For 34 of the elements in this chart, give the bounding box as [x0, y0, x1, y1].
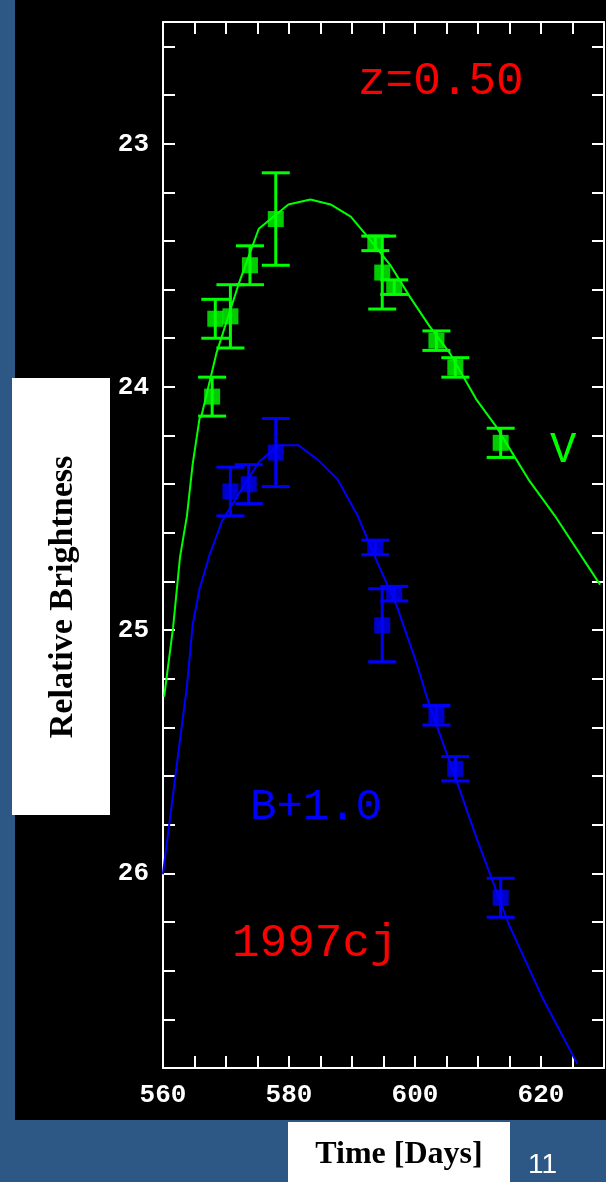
point	[267, 211, 284, 228]
point	[367, 235, 384, 252]
point	[428, 332, 445, 349]
y-axis-title: Relative Brightness	[42, 455, 80, 738]
x-axis-title: Time [Days]	[288, 1122, 510, 1182]
point	[207, 310, 224, 327]
text: 11	[528, 1148, 558, 1180]
y-tick-label: 23	[117, 128, 149, 159]
annotation: 1997cj	[232, 918, 398, 970]
series-label: V	[550, 425, 577, 475]
point	[447, 760, 464, 777]
y-tick-label: 24	[117, 371, 149, 402]
point	[267, 444, 284, 461]
point	[374, 617, 391, 634]
point	[492, 889, 509, 906]
y-tick-label: 25	[117, 615, 149, 646]
series-label: B+1.0	[250, 782, 383, 832]
x-tick-label: 580	[265, 1080, 313, 1110]
point	[447, 359, 464, 376]
point	[428, 707, 445, 724]
point	[492, 434, 509, 451]
point	[204, 388, 221, 405]
line-series	[163, 198, 601, 697]
y-tick-label: 26	[117, 858, 149, 889]
point	[374, 264, 391, 281]
point	[222, 308, 239, 325]
point	[222, 483, 239, 500]
point	[241, 257, 258, 274]
annotation: z=0.50	[358, 56, 524, 108]
x-tick-label: 620	[517, 1080, 565, 1110]
point	[240, 476, 257, 493]
point	[367, 539, 384, 556]
x-tick-label: 600	[391, 1080, 439, 1110]
x-tick-label: 560	[139, 1080, 187, 1110]
